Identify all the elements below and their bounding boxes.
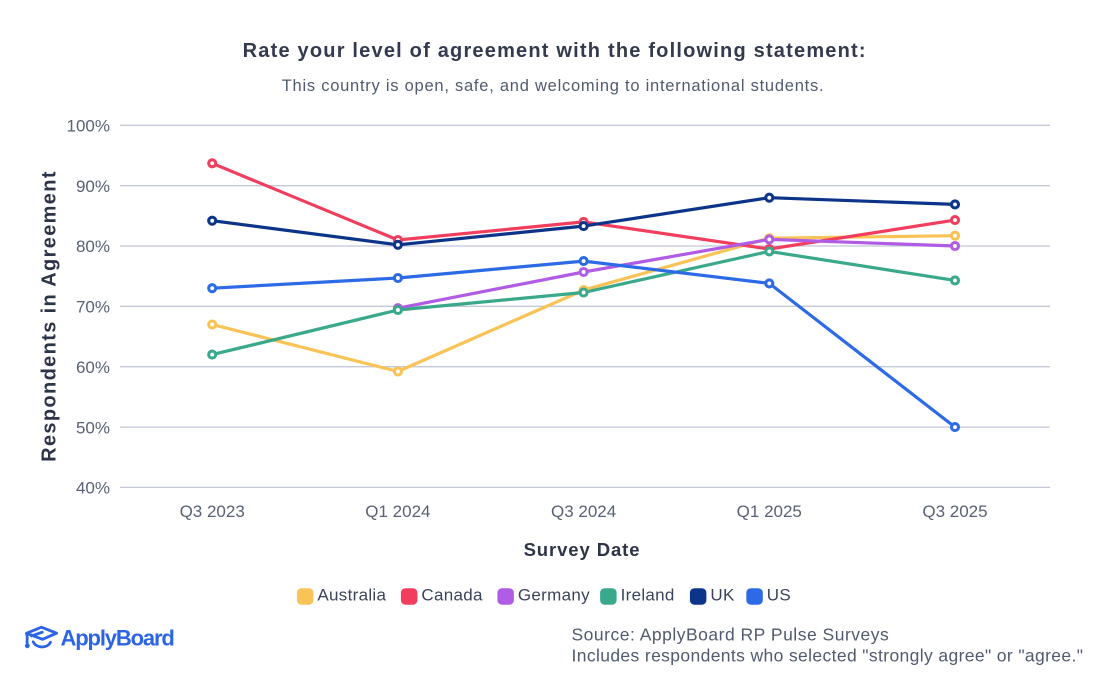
svg-text:Australia: Australia: [317, 586, 386, 605]
svg-text:US: US: [767, 586, 791, 605]
svg-text:UK: UK: [710, 586, 735, 605]
svg-text:70%: 70%: [76, 298, 110, 317]
svg-text:Rate your level of agreement w: Rate your level of agreement with the fo…: [243, 40, 867, 62]
svg-text:60%: 60%: [76, 358, 110, 377]
svg-text:Includes respondents who selec: Includes respondents who selected "stron…: [572, 646, 1084, 666]
svg-text:Canada: Canada: [421, 586, 483, 605]
svg-text:This country is open, safe, an: This country is open, safe, and welcomin…: [282, 77, 825, 95]
svg-text:Survey Date: Survey Date: [524, 539, 641, 560]
svg-text:Respondents in Agreement: Respondents in Agreement: [39, 170, 61, 462]
svg-text:50%: 50%: [76, 418, 110, 437]
svg-text:Q1 2024: Q1 2024: [365, 502, 430, 521]
svg-text:Source: ApplyBoard RP Pulse Su: Source: ApplyBoard RP Pulse Surveys: [572, 625, 890, 645]
svg-text:Q3 2025: Q3 2025: [922, 502, 987, 521]
svg-text:80%: 80%: [76, 237, 110, 256]
svg-text:Germany: Germany: [518, 586, 590, 605]
svg-text:Q1 2025: Q1 2025: [737, 502, 802, 521]
svg-text:100%: 100%: [67, 117, 110, 136]
svg-text:40%: 40%: [76, 479, 110, 498]
svg-text:Q3 2023: Q3 2023: [180, 502, 245, 521]
svg-text:Q3 2024: Q3 2024: [551, 502, 616, 521]
svg-text:Ireland: Ireland: [621, 586, 675, 605]
svg-text:90%: 90%: [76, 177, 110, 196]
svg-text:ApplyBoard: ApplyBoard: [61, 626, 174, 651]
